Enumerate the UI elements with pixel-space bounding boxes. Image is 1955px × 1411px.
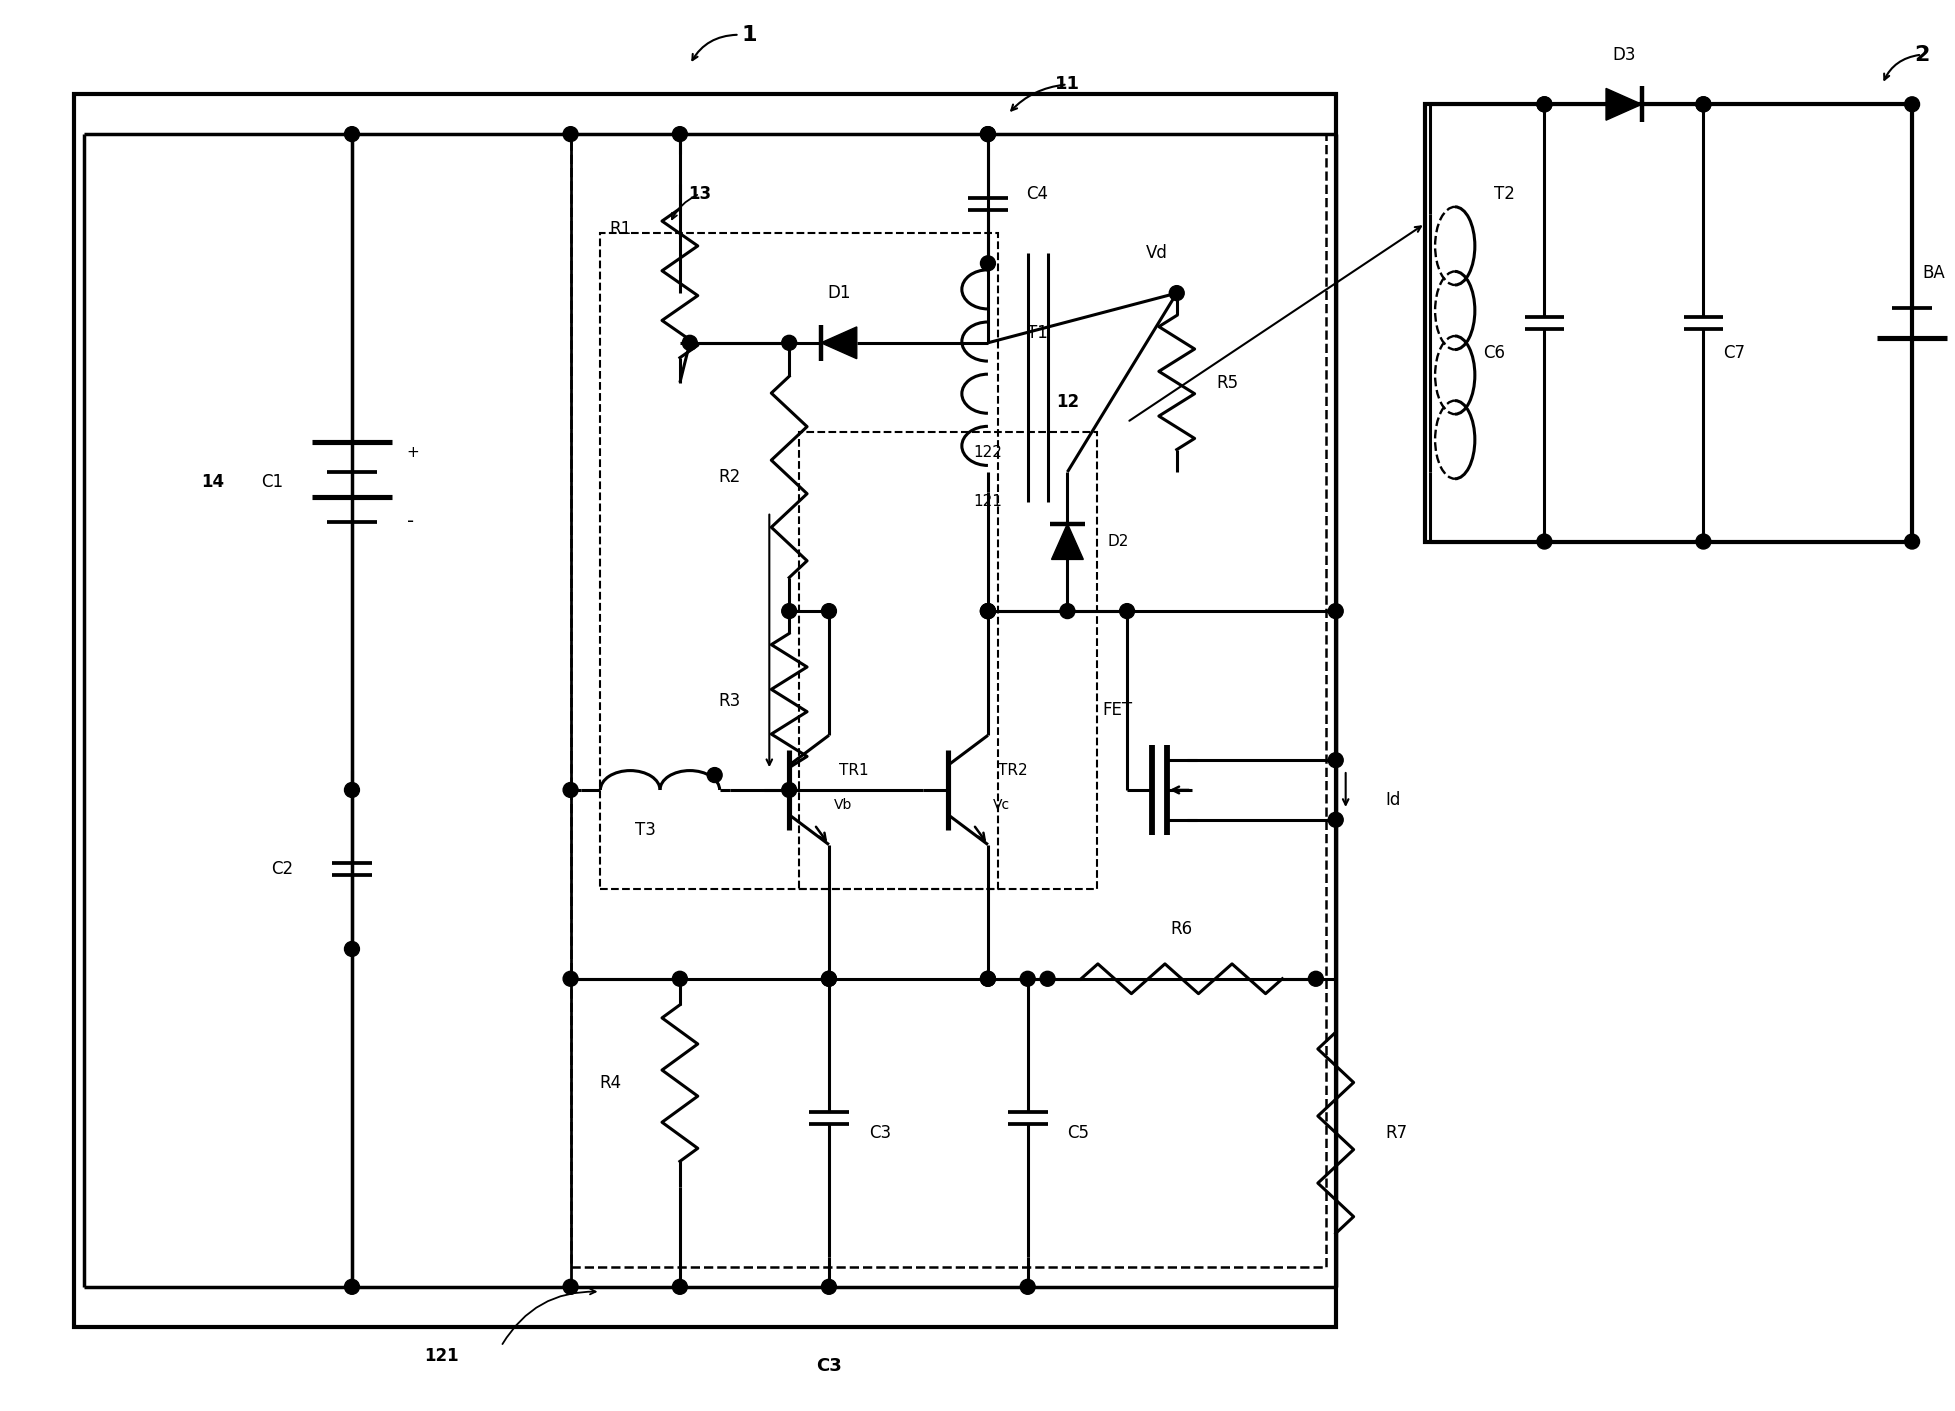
Circle shape [1118,604,1134,618]
Text: R1: R1 [608,220,631,237]
Text: 14: 14 [201,473,225,491]
Circle shape [979,604,995,618]
Text: R3: R3 [717,691,741,710]
Text: 1: 1 [741,25,757,45]
Circle shape [1060,604,1075,618]
Circle shape [708,768,721,783]
Circle shape [979,971,995,986]
Circle shape [1308,971,1324,986]
Text: R2: R2 [717,468,741,485]
Circle shape [1695,97,1711,111]
Text: TR2: TR2 [997,762,1026,777]
Circle shape [1904,97,1918,111]
Circle shape [673,971,686,986]
Circle shape [979,971,995,986]
Text: +: + [407,444,418,460]
Text: D3: D3 [1611,45,1634,63]
Circle shape [1537,97,1550,111]
Circle shape [344,1280,360,1294]
Text: Vd: Vd [1146,244,1167,262]
Circle shape [979,604,995,618]
Circle shape [782,336,796,350]
Text: D1: D1 [827,284,850,302]
Circle shape [782,783,796,797]
Text: R6: R6 [1169,920,1193,938]
Circle shape [563,1280,579,1294]
Text: 121: 121 [424,1348,459,1366]
Text: D2: D2 [1107,533,1128,549]
Circle shape [821,971,837,986]
Text: R7: R7 [1384,1123,1408,1141]
Circle shape [821,971,837,986]
Circle shape [344,127,360,141]
Circle shape [782,604,796,618]
Circle shape [1904,535,1918,549]
Circle shape [1169,285,1183,301]
Polygon shape [1052,523,1083,559]
Circle shape [1021,1280,1034,1294]
Text: C1: C1 [262,473,283,491]
Text: Vb: Vb [833,797,852,811]
Circle shape [979,255,995,271]
Circle shape [673,1280,686,1294]
Circle shape [1537,535,1550,549]
Bar [600,233,997,889]
Text: 2: 2 [1914,45,1930,65]
Bar [571,134,1325,1267]
Circle shape [1695,97,1711,111]
Circle shape [344,941,360,957]
Text: R5: R5 [1216,374,1238,391]
Circle shape [821,1280,837,1294]
Circle shape [344,783,360,797]
Text: R4: R4 [598,1074,622,1092]
Circle shape [1327,752,1343,768]
Circle shape [563,783,579,797]
Text: TR1: TR1 [839,762,868,777]
Circle shape [673,127,686,141]
Bar [74,95,1335,1326]
Circle shape [1327,604,1343,618]
Text: 121: 121 [974,494,1001,509]
Text: -: - [407,512,414,531]
Text: FET: FET [1101,701,1132,720]
Text: C5: C5 [1067,1123,1089,1141]
Text: C3: C3 [815,1357,841,1376]
Text: Id: Id [1384,792,1400,809]
Circle shape [1537,97,1550,111]
Circle shape [682,336,696,350]
Text: T2: T2 [1494,185,1515,203]
Circle shape [1021,971,1034,986]
Text: C6: C6 [1482,344,1503,361]
Text: BA: BA [1922,264,1943,282]
Text: 122: 122 [974,444,1001,460]
Circle shape [1695,535,1711,549]
Bar [1425,104,1912,542]
Text: C7: C7 [1722,344,1744,361]
Circle shape [563,971,579,986]
Circle shape [821,604,837,618]
Circle shape [979,127,995,141]
Text: 12: 12 [1056,394,1079,412]
Text: Vc: Vc [993,797,1009,811]
Circle shape [979,604,995,618]
Text: C4: C4 [1026,185,1048,203]
Text: T3: T3 [633,821,655,838]
Circle shape [1327,813,1343,827]
Bar [800,432,1097,889]
Text: C2: C2 [272,861,293,879]
Circle shape [563,127,579,141]
Polygon shape [1605,89,1640,120]
Circle shape [979,127,995,141]
Text: 11: 11 [1054,75,1079,93]
Circle shape [1040,971,1054,986]
Text: C3: C3 [868,1123,890,1141]
Text: 13: 13 [688,185,712,203]
Text: T1: T1 [1026,325,1048,341]
Polygon shape [821,327,856,358]
